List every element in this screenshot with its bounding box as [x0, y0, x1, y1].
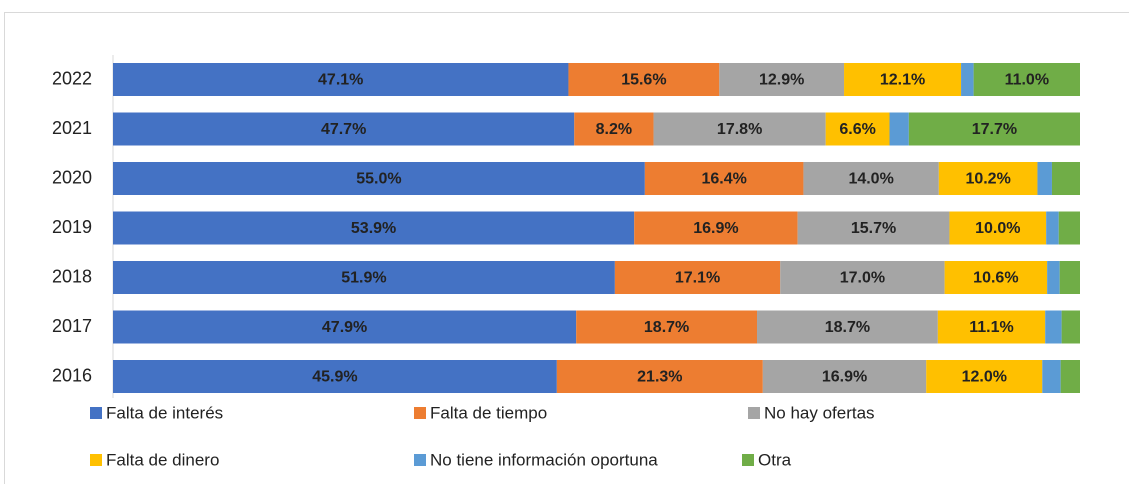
value-label: 18.7%: [644, 319, 689, 336]
bar-segment: [574, 112, 654, 146]
bar-segment: [644, 162, 804, 195]
bar-segment: [719, 63, 845, 96]
value-label: 47.7%: [321, 121, 366, 138]
value-label: 16.4%: [701, 171, 746, 188]
bar-segment: [1045, 310, 1062, 344]
value-label: 12.0%: [962, 369, 1007, 386]
bar-segment: [780, 261, 945, 294]
legend-label: No tiene información oportuna: [430, 450, 658, 469]
legend-label: Falta de tiempo: [430, 403, 547, 422]
value-label: 8.2%: [596, 121, 632, 138]
bar-segment: [762, 360, 927, 393]
value-label: 17.8%: [717, 121, 762, 138]
bar-segment: [937, 310, 1046, 344]
y-tick-label: 2021: [52, 118, 92, 138]
bar-segment: [844, 63, 962, 96]
bar-segment: [1051, 162, 1080, 195]
y-tick-label: 2020: [52, 167, 92, 187]
value-label: 12.1%: [880, 72, 925, 89]
value-label: 51.9%: [341, 270, 386, 287]
bar-segment: [113, 261, 615, 294]
bar-segment: [113, 310, 577, 344]
value-label: 10.6%: [973, 270, 1018, 287]
value-label: 16.9%: [693, 220, 738, 237]
bar-segment: [757, 310, 938, 344]
value-label: 10.2%: [965, 171, 1010, 188]
bar-segment: [113, 63, 569, 96]
legend-swatch: [414, 454, 426, 466]
bar-segment: [973, 63, 1080, 96]
bar-segment: [113, 360, 557, 393]
bar-segment: [113, 112, 575, 146]
bar-segment: [1060, 360, 1080, 393]
value-label: 47.9%: [322, 319, 367, 336]
bar-segment: [908, 112, 1080, 146]
value-label: 11.0%: [1005, 72, 1049, 89]
value-label: 6.6%: [839, 121, 875, 138]
value-label: 16.9%: [822, 369, 867, 386]
value-label: 12.9%: [759, 72, 804, 89]
legend-swatch: [90, 454, 102, 466]
legend-label: No hay ofertas: [764, 403, 875, 422]
value-label: 53.9%: [351, 220, 396, 237]
bar-segment: [568, 63, 720, 96]
bar-segment: [1046, 211, 1059, 245]
bar-segment: [576, 310, 758, 344]
legend-swatch: [414, 407, 426, 419]
legend-swatch: [748, 407, 760, 419]
value-label: 21.3%: [637, 369, 682, 386]
bar-segment: [1061, 310, 1080, 344]
y-tick-label: 2016: [52, 365, 92, 385]
bar-segment: [1058, 211, 1080, 245]
bar-segment: [113, 211, 635, 245]
value-label: 15.7%: [851, 220, 896, 237]
value-label: 14.0%: [848, 171, 893, 188]
legend-swatch: [90, 407, 102, 419]
bar-segment: [961, 63, 974, 96]
bar-segment: [1059, 261, 1080, 294]
legend-label: Otra: [758, 450, 792, 469]
y-tick-label: 2018: [52, 266, 92, 286]
bar-segment: [889, 112, 909, 146]
value-label: 17.0%: [840, 270, 885, 287]
bar-segment: [614, 261, 781, 294]
value-label: 18.7%: [825, 319, 870, 336]
legend-label: Falta de dinero: [106, 450, 219, 469]
value-label: 17.1%: [675, 270, 720, 287]
bar-segment: [825, 112, 890, 146]
y-tick-label: 2019: [52, 217, 92, 237]
bar-segment: [556, 360, 763, 393]
value-label: 55.0%: [356, 171, 401, 188]
bar-segment: [653, 112, 826, 146]
value-label: 11.1%: [969, 319, 1013, 336]
legend-label: Falta de interés: [106, 403, 223, 422]
y-tick-label: 2022: [52, 68, 92, 88]
bar-segment: [949, 211, 1047, 245]
bar-segment: [803, 162, 939, 195]
bar-segment: [1042, 360, 1061, 393]
value-label: 17.7%: [972, 121, 1017, 138]
value-label: 45.9%: [312, 369, 357, 386]
legend-swatch: [742, 454, 754, 466]
bar-segment: [113, 162, 645, 195]
bar-segment: [944, 261, 1048, 294]
bar-segment: [634, 211, 798, 245]
value-label: 47.1%: [318, 72, 363, 89]
bar-segment: [1037, 162, 1052, 195]
chart-frame: [4, 12, 1129, 484]
bar-segment: [1047, 261, 1060, 294]
y-tick-label: 2017: [52, 316, 92, 336]
bar-segment: [926, 360, 1043, 393]
value-label: 15.6%: [621, 72, 666, 89]
value-label: 10.0%: [975, 220, 1020, 237]
bar-segment: [797, 211, 950, 245]
bar-segment: [938, 162, 1038, 195]
